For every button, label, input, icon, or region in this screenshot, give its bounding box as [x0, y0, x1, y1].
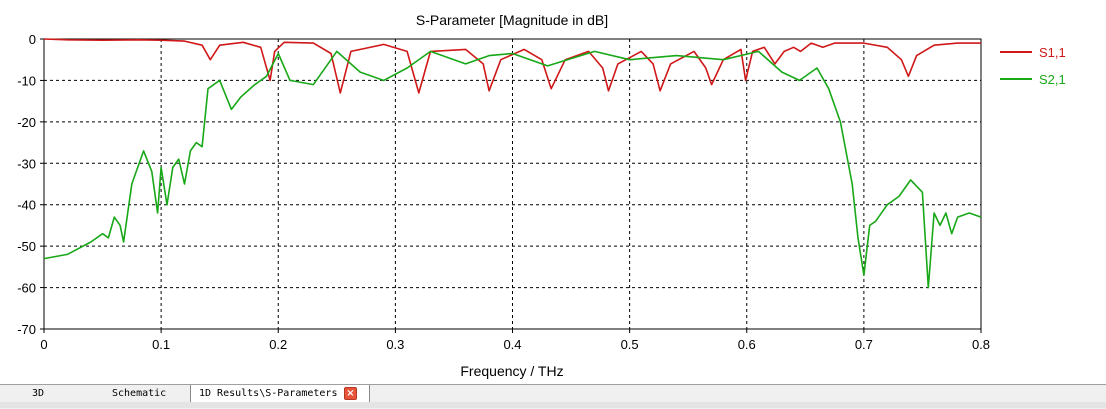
y-tick-label: -20 [17, 115, 36, 130]
series-line-s11 [43, 38, 981, 94]
chart-title: S-Parameter [Magnitude in dB] [416, 12, 608, 28]
tab-schematic[interactable]: Schematic [104, 385, 184, 403]
legend[interactable]: S1,1 S2,1 [1000, 45, 1066, 87]
x-tick-label: 0.6 [738, 337, 756, 352]
x-tick-labels: 0 0.1 0.2 0.3 0.4 0.5 0.6 0.7 0.8 [40, 329, 990, 352]
legend-label: S1,1 [1039, 45, 1066, 60]
s-parameter-chart: S-Parameter [Magnitude in dB] 0 -10 -20 -30… [17, 12, 1066, 379]
y-tick-label: -30 [17, 156, 36, 171]
legend-label: S2,1 [1039, 72, 1066, 87]
x-tick-label: 0.7 [855, 337, 873, 352]
x-axis-label: Frequency / THz [460, 363, 563, 379]
x-tick-label: 0.3 [386, 337, 404, 352]
horizontal-scrollbar[interactable] [0, 402, 1106, 408]
y-tick-label: -60 [17, 281, 36, 296]
series-line-s21 [43, 50, 982, 289]
x-tick-label: 0.2 [269, 337, 287, 352]
x-tick-label: 0.4 [503, 337, 521, 352]
y-tick-label: -10 [17, 73, 36, 88]
tab-label: 3D [32, 388, 45, 399]
tab-3d[interactable]: 3D [24, 385, 94, 403]
series-lines [43, 38, 982, 289]
plot-panel: S-Parameter [Magnitude in dB] 0 -10 -20 -30… [17, 12, 1066, 379]
close-icon[interactable]: × [344, 387, 357, 400]
y-tick-label: 0 [29, 32, 36, 47]
tab-label: Schematic [112, 388, 167, 399]
y-tick-label: -50 [17, 239, 36, 254]
tab-label: 1D Results\S-Parameters [199, 388, 338, 399]
y-tick-label: -70 [17, 322, 36, 337]
grid-lines [44, 39, 981, 329]
x-tick-label: 0.5 [621, 337, 639, 352]
y-tick-label: -40 [17, 198, 36, 213]
x-tick-label: 0 [40, 337, 47, 352]
y-tick-labels: 0 -10 -20 -30 -40 -50 -60 -70 [17, 32, 44, 337]
x-tick-label: 0.8 [972, 337, 990, 352]
x-tick-label: 0.1 [152, 337, 170, 352]
tab-s-parameters[interactable]: 1D Results\S-Parameters × [190, 385, 370, 404]
